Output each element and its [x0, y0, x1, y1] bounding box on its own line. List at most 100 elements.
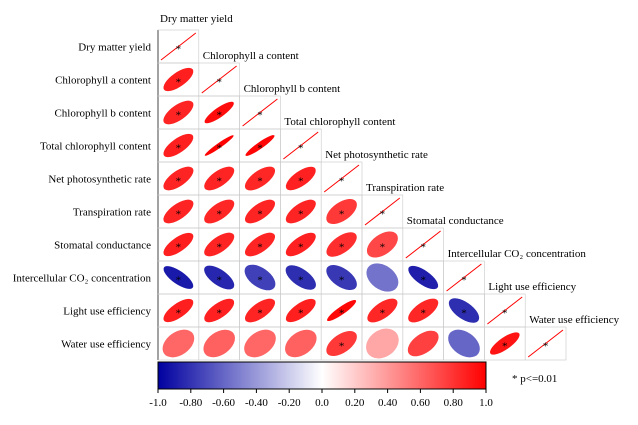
variable-labels: Dry matter yield Dry matter yield Chloroph…	[13, 13, 620, 351]
significance-star: *	[298, 209, 304, 221]
diagonal-line	[405, 230, 441, 259]
significance-star: *	[339, 341, 345, 353]
colorbar-tick-label: 0.80	[444, 397, 464, 409]
significance-star: *	[176, 209, 182, 221]
diagonal-line	[242, 98, 278, 127]
correlation-ellipse	[204, 135, 234, 156]
colorbar: -1.0 -0.80 -0.60 -0.40 -0.20 0.0 0.20 0.40 0.60 0…	[149, 361, 493, 409]
correlation-ellipse	[367, 298, 398, 323]
correlation-ellipse	[203, 329, 235, 358]
correlation-ellipse	[163, 67, 194, 92]
colorbar-tick-label: 0.60	[411, 397, 431, 409]
correlation-ellipse	[244, 298, 276, 323]
row-label-dry-matter-yield: Dry matter yield	[78, 42, 151, 54]
column-label-net-photosynthetic-rate: Net photosynthetic rate	[325, 149, 428, 161]
colorbar-tick-label: 0.0	[315, 397, 329, 409]
column-label-chlorophyll-b-content: Chlorophyll b content	[244, 83, 341, 95]
correlation-ellipse	[204, 232, 235, 257]
significance-star: *	[339, 242, 345, 254]
row-label-light-use-efficiency: Light use efficiency	[63, 306, 151, 318]
correlation-ellipse	[204, 298, 235, 323]
significance-star: *	[461, 275, 467, 287]
significance-star: *	[257, 242, 263, 254]
diagonal-line	[527, 329, 564, 358]
correlation-ellipse	[285, 199, 316, 224]
correlation-ellipse	[366, 263, 399, 292]
significance-star: *	[339, 308, 345, 320]
colorbar-tick-label: -0.60	[212, 397, 235, 409]
colorbar-tick-label: 1.0	[479, 397, 493, 409]
column-label-chlorophyll-a-content: Chlorophyll a content	[203, 50, 299, 62]
correlation-ellipse	[163, 298, 194, 323]
diagonal-line	[487, 296, 523, 325]
correlation-ellipse	[285, 166, 316, 191]
correlation-ellipse	[244, 166, 276, 191]
significance-star: *	[176, 308, 182, 320]
correlation-ellipse	[448, 298, 480, 323]
significance-legend: * p<=0.01	[512, 373, 557, 385]
significance-star: *	[176, 110, 182, 122]
significance-star: *	[176, 44, 182, 56]
colorbar-tick-label: -0.40	[245, 397, 268, 409]
significance-star: *	[339, 209, 345, 221]
significance-star: *	[216, 143, 222, 155]
correlation-ellipse	[163, 199, 194, 224]
significance-star: *	[298, 308, 304, 320]
significance-star: *	[380, 209, 386, 221]
correlation-ellipse	[326, 232, 357, 257]
correlation-ellipse	[244, 329, 276, 358]
colorbar-tick-label: -0.20	[278, 397, 301, 409]
significance-star: *	[176, 176, 182, 188]
correlation-ellipse	[285, 232, 316, 257]
row-label-intercellular-co-concentration: Intercellular CO₂ concentration	[13, 273, 152, 285]
significance-star: *	[298, 275, 304, 287]
correlation-ellipse	[285, 298, 316, 323]
significance-star: *	[380, 308, 386, 320]
correlation-ellipse	[407, 330, 439, 357]
column-label-intercellular-co-concentration: Intercellular CO₂ concentration	[448, 248, 587, 260]
significance-star: *	[216, 308, 222, 320]
significance-star: *	[543, 341, 549, 353]
row-label-chlorophyll-a-content: Chlorophyll a content	[55, 75, 151, 87]
significance-star: *	[216, 242, 222, 254]
significance-star: *	[298, 143, 304, 155]
correlation-ellipse	[244, 264, 276, 291]
correlation-ellipse	[163, 232, 194, 257]
correlation-ellipse	[244, 199, 276, 224]
significance-star: *	[216, 77, 222, 89]
significance-star: *	[216, 176, 222, 188]
significance-star: *	[339, 176, 345, 188]
diagonal-line	[364, 197, 401, 226]
colorbar-tick-label: -1.0	[149, 397, 167, 409]
correlation-ellipse	[408, 298, 439, 323]
cell-border	[524, 326, 567, 361]
diagonal-line	[283, 131, 319, 160]
significance-star: *	[176, 143, 182, 155]
significance-star: *	[257, 143, 263, 155]
correlation-ellipse	[408, 265, 439, 290]
correlation-ellipse	[162, 329, 195, 358]
row-label-chlorophyll-b-content: Chlorophyll b content	[54, 108, 151, 120]
significance-star: *	[176, 77, 182, 89]
correlation-ellipse	[163, 266, 194, 289]
colorbar-gradient	[157, 361, 487, 390]
significance-star: *	[257, 110, 263, 122]
colorbar-tick-label: -0.80	[179, 397, 202, 409]
significance-star: *	[420, 275, 426, 287]
diagonal-line	[160, 32, 197, 61]
column-label-stomatal-conductance: Stomatal conductance	[407, 215, 504, 227]
correlation-ellipse	[163, 133, 194, 158]
colorbar-tick-label: 0.40	[378, 397, 398, 409]
correlation-ellipse	[244, 232, 276, 257]
row-label-total-chlorophyll-content: Total chlorophyll content	[40, 141, 151, 153]
correlation-ellipse	[326, 198, 357, 225]
significance-star: *	[502, 308, 508, 320]
row-label-transpiration-rate: Transpiration rate	[73, 207, 151, 219]
correlation-ellipse	[163, 166, 194, 191]
correlation-ellipse	[204, 166, 235, 191]
significance-star: *	[461, 308, 467, 320]
correlation-ellipse	[285, 329, 317, 358]
diagonal-line	[201, 65, 237, 94]
significance-star: *	[257, 275, 263, 287]
row-label-stomatal-conductance: Stomatal conductance	[54, 240, 151, 252]
